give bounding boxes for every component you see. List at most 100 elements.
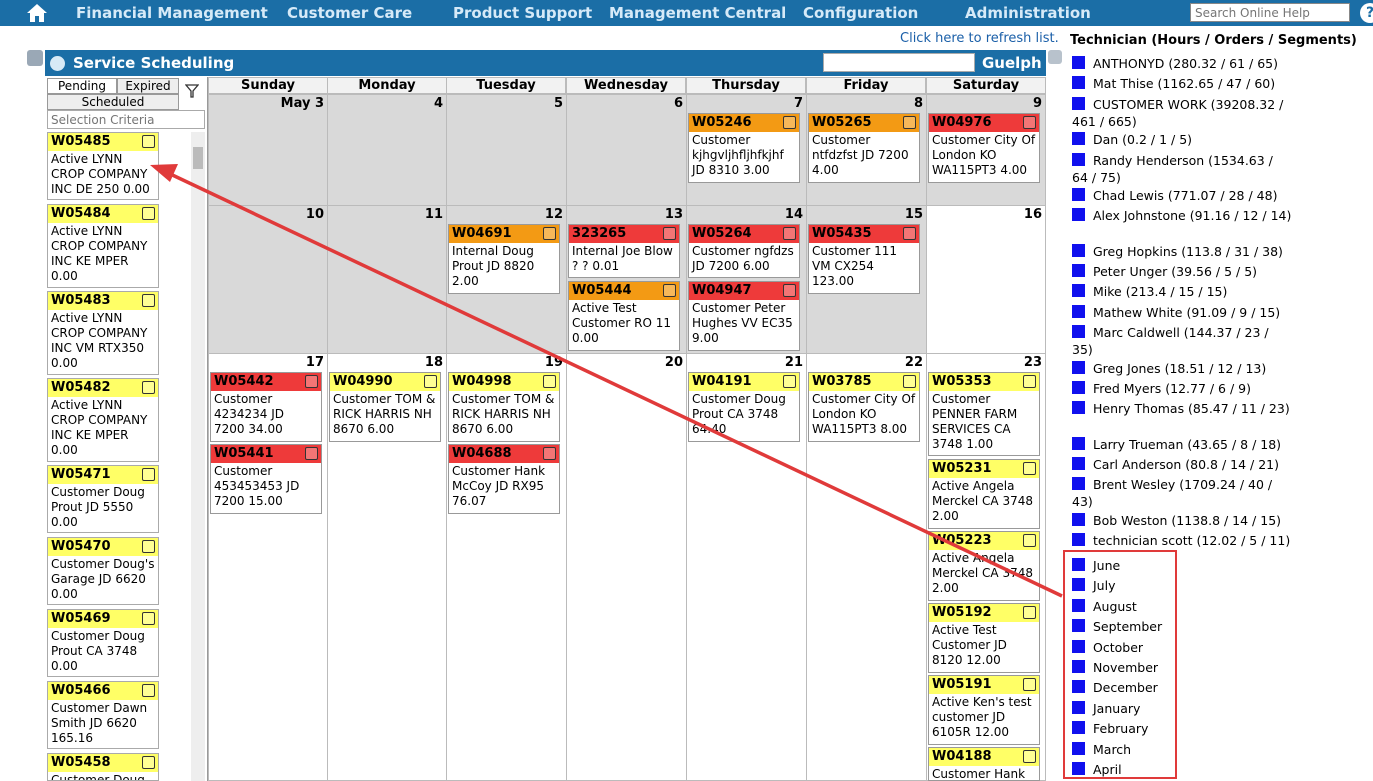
note-icon[interactable] (903, 227, 916, 240)
note-icon[interactable] (903, 375, 916, 388)
day-cell[interactable]: 11 (327, 205, 447, 354)
note-icon[interactable] (142, 294, 155, 307)
note-icon[interactable] (663, 227, 676, 240)
technician-legend-item[interactable]: CUSTOMER WORK (39208.32 / 461 / 665) (1072, 96, 1312, 130)
calendar-event[interactable]: W05246 Customer kjhgvljhfljhfkjhf JD 831… (688, 113, 800, 183)
technician-legend-item[interactable]: Bob Weston (1138.8 / 14 / 15) (1072, 512, 1312, 529)
calendar-event[interactable]: W04191 Customer Doug Prout CA 3748 64.40 (688, 372, 800, 442)
nav-administration[interactable]: Administration (965, 4, 1091, 22)
collapse-right-arrow-icon[interactable] (1048, 50, 1062, 64)
calendar-event[interactable]: W04990 Customer TOM & RICK HARRIS NH 867… (329, 372, 441, 442)
note-icon[interactable] (1023, 375, 1036, 388)
month-legend-item[interactable]: September (1072, 618, 1312, 635)
calendar-event[interactable]: W05435 Customer 111 VM CX254 123.00 (808, 224, 920, 294)
note-icon[interactable] (1023, 462, 1036, 475)
selection-criteria-input[interactable] (47, 110, 205, 129)
note-icon[interactable] (783, 284, 796, 297)
technician-legend-item[interactable]: Marc Caldwell (144.37 / 23 / 35) (1072, 324, 1312, 358)
location-search-input[interactable] (823, 53, 975, 72)
day-cell[interactable]: 10 (208, 205, 328, 354)
technician-legend-item[interactable]: Mat Thise (1162.65 / 47 / 60) (1072, 75, 1312, 92)
tab-expired[interactable]: Expired (117, 78, 179, 94)
help-icon[interactable]: ? (1360, 3, 1373, 23)
technician-legend-item[interactable]: Henry Thomas (85.47 / 11 / 23) (1072, 400, 1312, 417)
technician-legend-item[interactable]: Mathew White (91.09 / 9 / 15) (1072, 304, 1312, 321)
month-legend-item[interactable]: December (1072, 679, 1312, 696)
list-item[interactable]: W05482 Active LYNN CROP COMPANY INC KE M… (47, 378, 159, 462)
calendar-event[interactable]: W05442 Customer 4234234 JD 7200 34.00 (210, 372, 322, 442)
technician-legend-item[interactable]: Brent Wesley (1709.24 / 40 / 43) (1072, 476, 1312, 510)
collapse-left-arrow-icon[interactable] (27, 50, 43, 66)
note-icon[interactable] (543, 227, 556, 240)
technician-legend-item[interactable]: Peter Unger (39.56 / 5 / 5) (1072, 263, 1312, 280)
note-icon[interactable] (1023, 678, 1036, 691)
technician-legend-item[interactable]: Fred Myers (12.77 / 6 / 9) (1072, 380, 1312, 397)
list-item[interactable]: W05484 Active LYNN CROP COMPANY INC KE M… (47, 204, 159, 288)
technician-legend-item[interactable]: Chad Lewis (771.07 / 28 / 48) (1072, 187, 1312, 204)
list-item[interactable]: W05470 Customer Doug's Garage JD 6620 0.… (47, 537, 159, 605)
technician-legend-item[interactable]: ANTHONYD (280.32 / 61 / 65) (1072, 55, 1312, 72)
note-icon[interactable] (903, 116, 916, 129)
note-icon[interactable] (1023, 750, 1036, 763)
calendar-event[interactable]: W04188 Customer Hank (928, 747, 1040, 781)
month-legend-item[interactable]: November (1072, 659, 1312, 676)
list-item[interactable]: W05471 Customer Doug Prout JD 5550 0.00 (47, 465, 159, 533)
nav-customer-care[interactable]: Customer Care (287, 4, 413, 22)
calendar-event[interactable]: W05223 Active Angela Merckel CA 3748 2.0… (928, 531, 1040, 601)
note-icon[interactable] (783, 227, 796, 240)
list-scrollbar[interactable] (191, 132, 205, 781)
day-cell[interactable]: May 3 (208, 94, 328, 206)
technician-legend-item[interactable]: Randy Henderson (1534.63 / 64 / 75) (1072, 152, 1312, 186)
note-icon[interactable] (783, 116, 796, 129)
day-cell[interactable]: 16 (926, 205, 1046, 354)
month-legend-item[interactable]: October (1072, 639, 1312, 656)
list-scrollbar-thumb[interactable] (193, 147, 203, 169)
tab-scheduled[interactable]: Scheduled (47, 94, 179, 110)
note-icon[interactable] (543, 447, 556, 460)
note-icon[interactable] (1023, 606, 1036, 619)
calendar-event[interactable]: W04947 Customer Peter Hughes VV EC35 9.0… (688, 281, 800, 351)
search-online-help-input[interactable] (1190, 3, 1350, 22)
list-item[interactable]: W05485 Active LYNN CROP COMPANY INC DE 2… (47, 132, 159, 200)
list-item[interactable]: W05469 Customer Doug Prout CA 3748 0.00 (47, 609, 159, 677)
note-icon[interactable] (142, 612, 155, 625)
calendar-event[interactable]: W05264 Customer ngfdzs JD 7200 6.00 (688, 224, 800, 278)
note-icon[interactable] (142, 207, 155, 220)
calendar-event[interactable]: W05444 Active Test Customer RO 11 0.00 (568, 281, 680, 351)
technician-legend-item[interactable]: Greg Hopkins (113.8 / 31 / 38) (1072, 243, 1312, 260)
note-icon[interactable] (142, 381, 155, 394)
note-icon[interactable] (142, 468, 155, 481)
calendar-event[interactable]: W05265 Customer ntfdzfst JD 7200 4.00 (808, 113, 920, 183)
list-item[interactable]: W05458 Customer Doug (47, 753, 159, 781)
nav-management-central[interactable]: Management Central (609, 4, 787, 22)
month-legend-item[interactable]: April (1072, 761, 1312, 778)
note-icon[interactable] (142, 756, 155, 769)
month-legend-item[interactable]: January (1072, 700, 1312, 717)
list-item[interactable]: W05466 Customer Dawn Smith JD 6620 165.1… (47, 681, 159, 749)
calendar-event[interactable]: W05231 Active Angela Merckel CA 3748 2.0… (928, 459, 1040, 529)
note-icon[interactable] (424, 375, 437, 388)
calendar-event[interactable]: W05353 Customer PENNER FARM SERVICES CA … (928, 372, 1040, 456)
note-icon[interactable] (1023, 534, 1036, 547)
calendar-event[interactable]: W04998 Customer TOM & RICK HARRIS NH 867… (448, 372, 560, 442)
day-cell[interactable]: 4 (327, 94, 447, 206)
note-icon[interactable] (142, 540, 155, 553)
technician-legend-item[interactable]: Larry Trueman (43.65 / 8 / 18) (1072, 436, 1312, 453)
calendar-event[interactable]: 323265 Internal Joe Blow ? ? 0.01 (568, 224, 680, 278)
calendar-event[interactable]: W05192 Active Test Customer JD 8120 12.0… (928, 603, 1040, 673)
note-icon[interactable] (142, 135, 155, 148)
list-item[interactable]: W05483 Active LYNN CROP COMPANY INC VM R… (47, 291, 159, 375)
technician-legend-item[interactable]: Alex Johnstone (91.16 / 12 / 14) (1072, 207, 1312, 224)
filter-icon[interactable] (184, 83, 201, 101)
refresh-list-link[interactable]: Click here to refresh list. (900, 31, 1059, 46)
calendar-event[interactable]: W03785 Customer City Of London KO WA115P… (808, 372, 920, 442)
note-icon[interactable] (1023, 116, 1036, 129)
tab-pending[interactable]: Pending (47, 78, 117, 94)
note-icon[interactable] (543, 375, 556, 388)
month-legend-item[interactable]: August (1072, 598, 1312, 615)
calendar-event[interactable]: W04976 Customer City Of London KO WA115P… (928, 113, 1040, 183)
technician-legend-item[interactable]: Dan (0.2 / 1 / 5) (1072, 131, 1312, 148)
day-cell[interactable]: 6 (566, 94, 687, 206)
day-cell[interactable]: 5 (446, 94, 567, 206)
home-icon[interactable] (26, 3, 48, 23)
